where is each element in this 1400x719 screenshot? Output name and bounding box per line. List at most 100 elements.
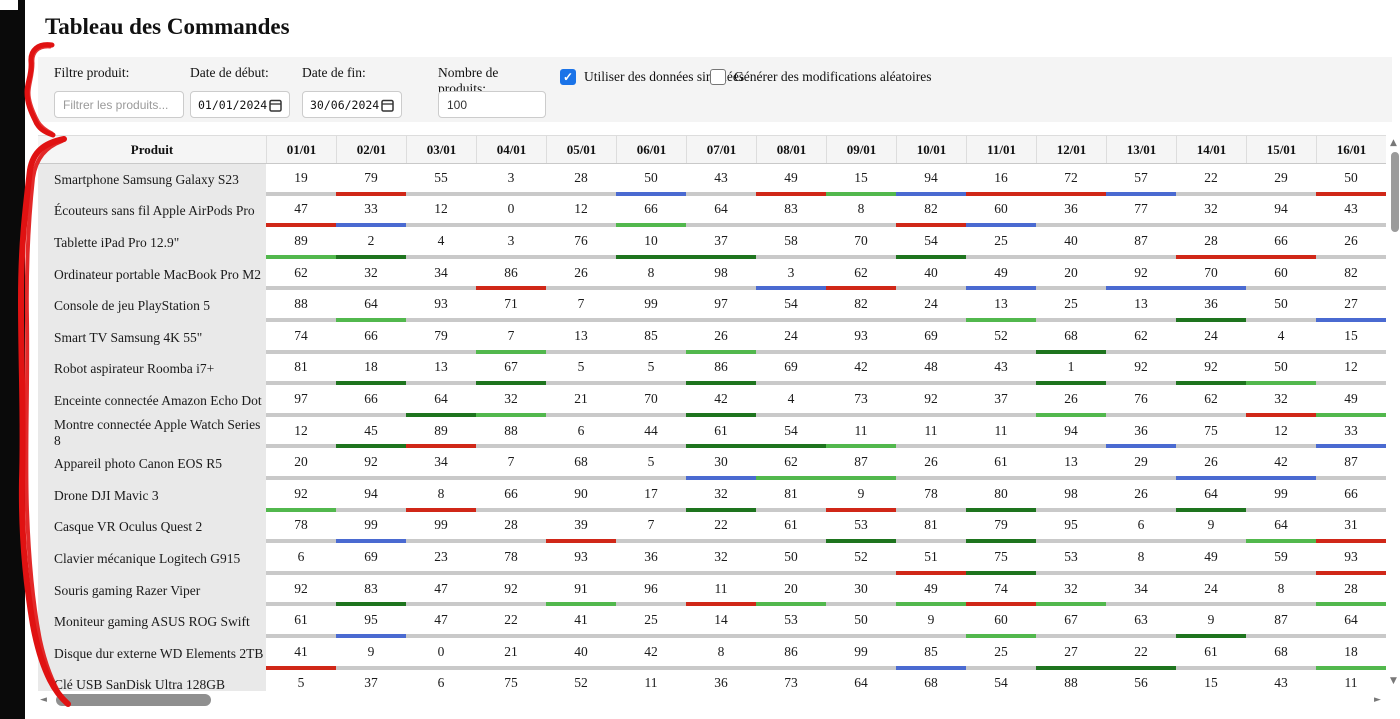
order-cell: 93 — [826, 322, 896, 354]
product-filter-input[interactable] — [54, 91, 184, 118]
order-cell: 1 — [1036, 354, 1106, 386]
order-cell: 22 — [1176, 164, 1246, 196]
order-cell: 48 — [896, 354, 966, 386]
order-cell: 67 — [476, 354, 546, 386]
product-column-header: Produit — [130, 141, 174, 157]
order-cell: 8 — [1246, 575, 1316, 607]
order-cell: 18 — [336, 354, 406, 386]
order-cell: 6 — [266, 543, 336, 575]
order-cell: 94 — [896, 164, 966, 196]
order-cell: 21 — [546, 385, 616, 417]
vertical-scrollbar[interactable]: ▲ ▼ — [1389, 135, 1400, 691]
order-cell: 9 — [1176, 606, 1246, 638]
date-start-input[interactable]: 01/01/2024 — [190, 91, 290, 118]
calendar-icon[interactable] — [381, 98, 394, 112]
product-name: Drone DJI Mavic 3 — [38, 479, 266, 512]
order-cell: 52 — [546, 670, 616, 692]
table-row: Tablette iPad Pro 12.9" 89 2 4 3 76 10 37 58 70 54… — [38, 227, 1386, 259]
order-cell: 43 — [966, 354, 1036, 386]
product-name: Ordinateur portable MacBook Pro M2 — [38, 258, 266, 291]
order-cell: 86 — [476, 259, 546, 291]
order-cell: 62 — [1176, 385, 1246, 417]
order-cell: 20 — [756, 575, 826, 607]
order-cell: 8 — [1106, 543, 1176, 575]
order-cell: 92 — [896, 385, 966, 417]
order-cell: 66 — [476, 480, 546, 512]
order-cell: 69 — [336, 543, 406, 575]
order-cell: 61 — [756, 512, 826, 544]
date-start-label: Date de début: — [190, 65, 269, 80]
order-cell: 42 — [1246, 448, 1316, 480]
order-cell: 89 — [406, 417, 476, 449]
order-cell: 11 — [1316, 670, 1386, 692]
order-cell: 79 — [966, 512, 1036, 544]
order-cell: 51 — [896, 543, 966, 575]
order-cell: 68 — [1036, 322, 1106, 354]
simulated-data-checkbox[interactable]: ✓ — [560, 69, 576, 85]
table-row: Casque VR Oculus Quest 2 78 99 99 28 39 7 22 61 5… — [38, 511, 1386, 544]
order-cell: 42 — [686, 385, 756, 417]
order-cell: 36 — [616, 543, 686, 575]
order-cell: 21 — [476, 638, 546, 670]
order-cell: 47 — [266, 196, 336, 228]
date-column-header: 03/01 — [406, 136, 476, 163]
order-cell: 40 — [896, 259, 966, 291]
order-cell: 12 — [406, 196, 476, 228]
order-cell: 9 — [336, 638, 406, 670]
date-column-header: 11/01 — [966, 136, 1036, 163]
order-cell: 54 — [756, 417, 826, 449]
scroll-left-icon[interactable]: ◄ — [40, 695, 47, 705]
date-column-header: 09/01 — [826, 136, 896, 163]
product-name: Casque VR Oculus Quest 2 — [38, 511, 266, 544]
order-cell: 81 — [896, 512, 966, 544]
random-mods-checkbox[interactable] — [710, 69, 726, 85]
order-cell: 61 — [686, 417, 756, 449]
horizontal-scroll-thumb[interactable] — [56, 694, 211, 706]
date-end-input[interactable]: 30/06/2024 — [302, 91, 402, 118]
order-cell: 36 — [1106, 417, 1176, 449]
random-mods-checkbox-row: Générer des modifications aléatoires — [710, 69, 932, 85]
date-column-header: 01/01 — [266, 136, 336, 163]
order-cell: 25 — [966, 227, 1036, 259]
order-cell: 74 — [266, 322, 336, 354]
scroll-right-icon[interactable]: ► — [1374, 695, 1381, 705]
order-cell: 7 — [546, 290, 616, 322]
order-cell: 18 — [1316, 638, 1386, 670]
random-mods-label: Générer des modifications aléatoires — [734, 69, 932, 84]
order-cell: 67 — [1036, 606, 1106, 638]
order-cell: 41 — [546, 606, 616, 638]
order-cell: 55 — [406, 164, 476, 196]
table-row: Smartphone Samsung Galaxy S23 19 79 55 3 28 50… — [38, 164, 1386, 196]
calendar-icon[interactable] — [269, 98, 282, 112]
horizontal-scrollbar[interactable]: ◄ ► — [38, 691, 1386, 709]
order-cell: 36 — [1176, 290, 1246, 322]
order-cell: 87 — [1246, 606, 1316, 638]
order-cell: 73 — [756, 670, 826, 692]
order-cell: 7 — [476, 322, 546, 354]
order-cell: 82 — [1316, 259, 1386, 291]
order-cell: 49 — [756, 164, 826, 196]
order-cell: 22 — [1106, 638, 1176, 670]
scroll-down-icon[interactable]: ▼ — [1390, 676, 1397, 686]
order-cell: 33 — [1316, 417, 1386, 449]
order-cell: 11 — [686, 575, 756, 607]
order-cell: 24 — [756, 322, 826, 354]
product-name: Enceinte connectée Amazon Echo Dot — [38, 385, 266, 417]
order-cell: 81 — [756, 480, 826, 512]
order-cell: 24 — [896, 290, 966, 322]
order-cell: 32 — [686, 543, 756, 575]
order-cell: 15 — [1316, 322, 1386, 354]
product-name: Écouteurs sans fil Apple AirPods Pro — [38, 195, 266, 228]
product-count-input[interactable] — [438, 91, 546, 118]
order-cell: 70 — [1176, 259, 1246, 291]
order-cell: 23 — [406, 543, 476, 575]
scroll-up-icon[interactable]: ▲ — [1390, 138, 1397, 148]
order-cell: 82 — [826, 290, 896, 322]
order-cell: 90 — [546, 480, 616, 512]
order-cell: 94 — [336, 480, 406, 512]
vertical-scroll-thumb[interactable] — [1390, 152, 1399, 232]
order-cell: 13 — [1036, 448, 1106, 480]
order-cell: 92 — [476, 575, 546, 607]
table-row: Clé USB SanDisk Ultra 128GB 5 37 6 75 52 11 36 7… — [38, 669, 1386, 692]
order-cell: 87 — [826, 448, 896, 480]
